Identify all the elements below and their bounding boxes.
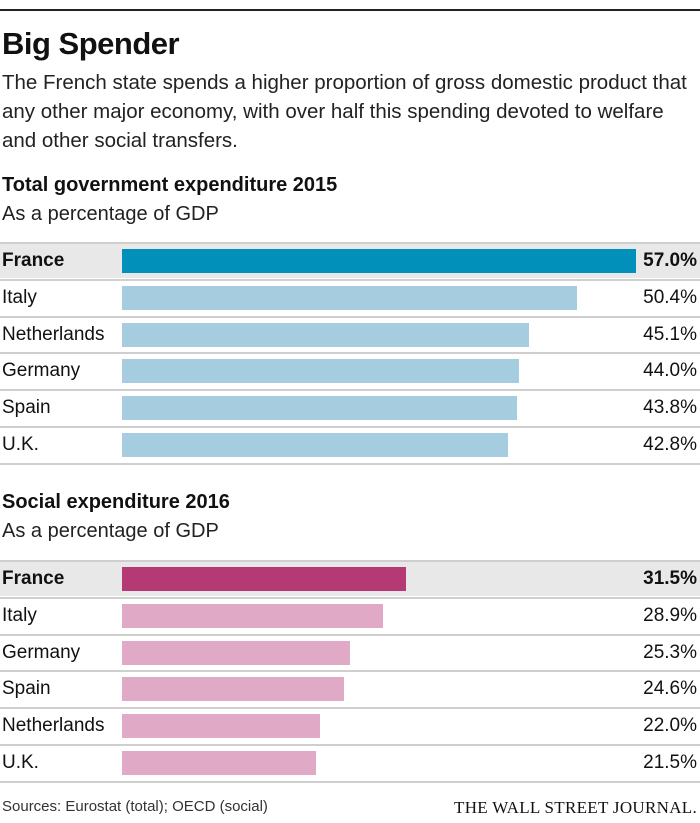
bar-row: Netherlands 45.1%: [0, 315, 700, 352]
bar: [122, 714, 321, 739]
category-label: Italy: [2, 604, 37, 626]
bar: [122, 249, 637, 273]
value-label: 28.9%: [643, 604, 697, 626]
category-label: U.K.: [2, 434, 39, 455]
bar-row: Germany 44.0%: [0, 352, 700, 388]
category-label: Italy: [2, 286, 37, 308]
page-subtitle: The French state spends a higher proport…: [2, 71, 687, 152]
category-label: Spain: [2, 678, 51, 700]
bar-row: Italy 28.9%: [0, 596, 700, 633]
bar: [122, 285, 577, 310]
bar: [122, 567, 407, 591]
value-label: 45.1%: [643, 323, 697, 345]
bar-row: France 31.5%: [0, 560, 700, 596]
bottom-rule: [0, 780, 700, 783]
bar-row: Spain 43.8%: [0, 389, 700, 425]
chart-1-title: Total government expenditure 2015: [2, 174, 338, 196]
bar-row: U.K. 42.8%: [0, 426, 700, 462]
bar: [122, 322, 529, 347]
bar-row: France 57.0%: [0, 242, 700, 278]
bar-row: Italy 50.4%: [0, 278, 700, 315]
category-label: Netherlands: [2, 323, 105, 345]
category-label: France: [2, 568, 65, 589]
category-label: Spain: [2, 397, 51, 419]
category-label: France: [2, 250, 65, 271]
bar: [122, 677, 344, 702]
bar: [122, 603, 383, 628]
value-label: 22.0%: [643, 715, 697, 737]
category-label: U.K.: [2, 752, 39, 773]
value-label: 44.0%: [643, 360, 697, 382]
category-label: Germany: [2, 641, 81, 663]
value-label: 21.5%: [643, 752, 697, 773]
bar-row: Spain 24.6%: [0, 670, 700, 706]
bar: [122, 433, 509, 457]
category-label: Germany: [2, 360, 81, 382]
bottom-rule: [0, 462, 700, 465]
value-label: 31.5%: [643, 568, 697, 589]
bar-row: Netherlands 22.0%: [0, 707, 700, 743]
value-label: 57.0%: [643, 250, 697, 271]
bar: [122, 640, 351, 665]
chart-2-subtitle: As a percentage of GDP: [2, 520, 219, 542]
bar: [122, 396, 518, 421]
category-label: Netherlands: [2, 715, 105, 737]
bar-row: U.K. 21.5%: [0, 744, 700, 780]
bar-row: Germany 25.3%: [0, 633, 700, 670]
sources-note: Sources: Eurostat (total); OECD (social): [2, 798, 268, 815]
page-title: Big Spender: [2, 26, 180, 61]
value-label: 50.4%: [643, 286, 697, 308]
chart-1-subtitle: As a percentage of GDP: [2, 203, 219, 225]
wsj-logo: THE WALL STREET JOURNAL.: [454, 798, 697, 817]
value-label: 24.6%: [643, 678, 697, 700]
top-rule: [0, 9, 700, 11]
chart-2-title: Social expenditure 2016: [2, 491, 230, 513]
value-label: 42.8%: [643, 434, 697, 455]
bar: [122, 359, 519, 384]
bar: [122, 751, 316, 775]
value-label: 25.3%: [643, 641, 697, 663]
value-label: 43.8%: [643, 397, 697, 419]
